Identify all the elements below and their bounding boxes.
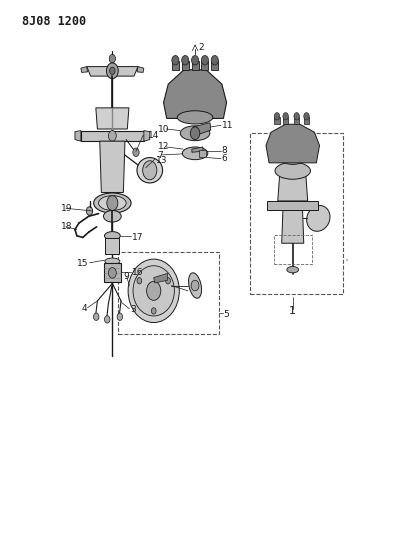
- Circle shape: [86, 207, 93, 215]
- Text: 5: 5: [223, 310, 229, 319]
- Polygon shape: [172, 61, 179, 70]
- Text: 1: 1: [289, 306, 296, 316]
- Text: 16: 16: [132, 268, 144, 277]
- Ellipse shape: [279, 151, 307, 165]
- Circle shape: [117, 313, 123, 320]
- Circle shape: [304, 112, 309, 120]
- Text: 8: 8: [222, 146, 228, 155]
- Circle shape: [146, 281, 161, 300]
- Ellipse shape: [307, 205, 330, 231]
- Text: 19: 19: [61, 204, 73, 213]
- Polygon shape: [192, 147, 203, 152]
- Polygon shape: [104, 263, 121, 282]
- Ellipse shape: [287, 266, 298, 273]
- Text: 18: 18: [61, 222, 73, 231]
- Polygon shape: [304, 117, 309, 124]
- Polygon shape: [291, 149, 306, 159]
- Polygon shape: [211, 61, 218, 70]
- Circle shape: [166, 278, 170, 284]
- Circle shape: [191, 280, 199, 291]
- Circle shape: [172, 55, 179, 65]
- Circle shape: [107, 196, 118, 211]
- Ellipse shape: [103, 211, 121, 222]
- Text: 13: 13: [156, 156, 167, 165]
- Text: 6: 6: [222, 154, 228, 163]
- Text: 3: 3: [130, 305, 136, 314]
- Circle shape: [105, 316, 110, 323]
- Bar: [199, 150, 206, 157]
- Circle shape: [133, 148, 139, 157]
- Polygon shape: [87, 67, 138, 76]
- Ellipse shape: [105, 232, 120, 240]
- Ellipse shape: [105, 258, 120, 264]
- Bar: [250, 133, 343, 294]
- Text: 7: 7: [158, 151, 164, 160]
- Circle shape: [151, 308, 156, 314]
- Ellipse shape: [182, 147, 208, 160]
- Text: 9: 9: [123, 271, 129, 280]
- Polygon shape: [137, 67, 144, 72]
- Circle shape: [109, 54, 115, 63]
- Text: 12: 12: [158, 142, 169, 151]
- Polygon shape: [201, 61, 209, 70]
- Polygon shape: [181, 61, 189, 70]
- Polygon shape: [282, 211, 304, 243]
- Bar: [274, 235, 312, 264]
- Polygon shape: [96, 108, 129, 129]
- Circle shape: [142, 161, 157, 180]
- Text: 2: 2: [198, 43, 204, 52]
- Circle shape: [137, 278, 142, 284]
- Text: 14: 14: [148, 131, 159, 140]
- Ellipse shape: [133, 266, 174, 316]
- Ellipse shape: [189, 273, 201, 298]
- Text: 17: 17: [132, 233, 144, 242]
- Polygon shape: [294, 117, 299, 124]
- Circle shape: [190, 127, 200, 140]
- Text: 8J08 1200: 8J08 1200: [22, 15, 86, 28]
- Circle shape: [283, 112, 289, 120]
- Polygon shape: [164, 70, 226, 118]
- Circle shape: [201, 55, 209, 65]
- Polygon shape: [283, 117, 289, 124]
- Polygon shape: [81, 67, 88, 72]
- Bar: [118, 252, 219, 334]
- Circle shape: [191, 55, 199, 65]
- Circle shape: [211, 55, 218, 65]
- Text: •: •: [345, 258, 349, 264]
- Ellipse shape: [275, 163, 310, 179]
- Polygon shape: [105, 238, 119, 254]
- Ellipse shape: [180, 126, 210, 141]
- Circle shape: [108, 131, 116, 141]
- Circle shape: [109, 67, 115, 75]
- Text: 4: 4: [81, 304, 87, 313]
- Ellipse shape: [99, 196, 126, 211]
- Circle shape: [294, 112, 299, 120]
- Ellipse shape: [178, 111, 213, 124]
- Circle shape: [94, 313, 99, 320]
- Ellipse shape: [128, 259, 179, 322]
- Polygon shape: [193, 123, 211, 136]
- Polygon shape: [191, 61, 199, 70]
- Circle shape: [106, 63, 118, 79]
- Text: 15: 15: [77, 260, 89, 268]
- Ellipse shape: [106, 263, 118, 270]
- Polygon shape: [266, 124, 320, 163]
- Ellipse shape: [94, 193, 131, 213]
- Ellipse shape: [137, 158, 162, 183]
- Text: 11: 11: [222, 121, 233, 130]
- Circle shape: [181, 55, 189, 65]
- Polygon shape: [154, 273, 168, 283]
- Circle shape: [108, 268, 116, 278]
- Polygon shape: [278, 173, 308, 201]
- Polygon shape: [144, 131, 150, 141]
- Polygon shape: [81, 131, 144, 141]
- Circle shape: [274, 112, 280, 120]
- Polygon shape: [267, 201, 318, 211]
- Text: 10: 10: [158, 125, 169, 133]
- Polygon shape: [274, 117, 280, 124]
- Polygon shape: [75, 131, 81, 141]
- Polygon shape: [100, 141, 125, 192]
